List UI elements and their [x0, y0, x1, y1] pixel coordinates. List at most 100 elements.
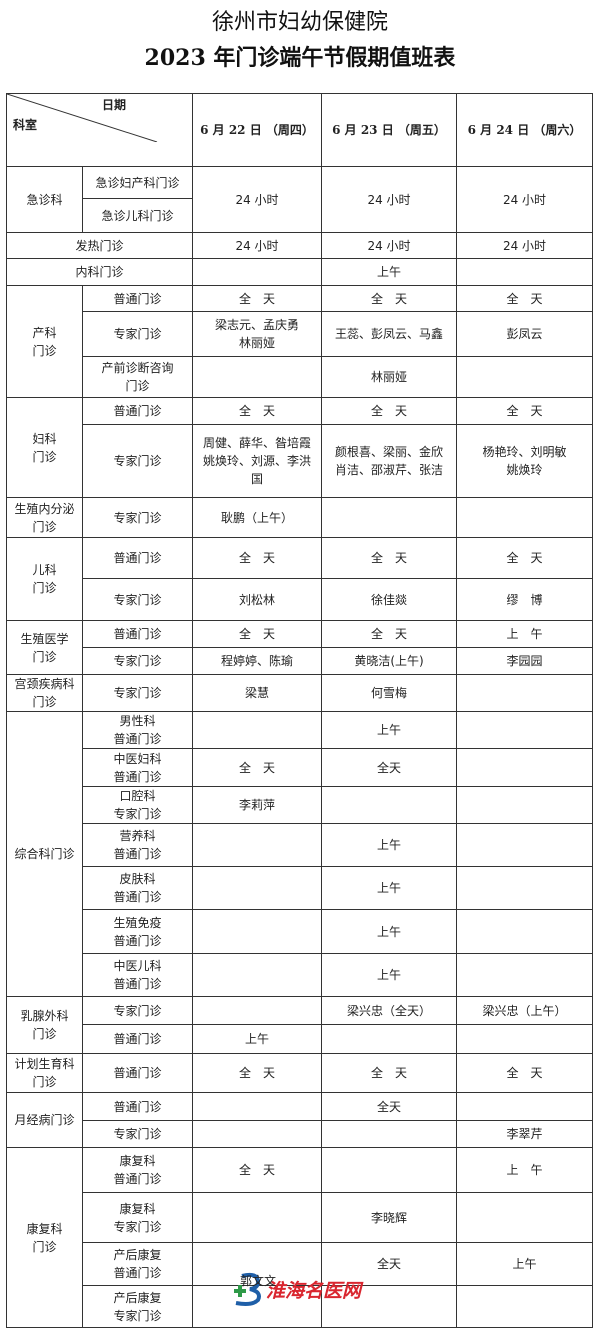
department-cell: 发热门诊 — [6, 232, 193, 259]
schedule-cell: 上午 — [321, 909, 457, 954]
table-row: 急诊科 急诊妇产科门诊 24 小时 24 小时 24 小时 — [6, 166, 593, 233]
schedule-cell — [192, 711, 322, 749]
clinic-type-cell: 专家门诊 — [82, 1120, 193, 1148]
schedule-cell: 彭凤云 — [456, 311, 593, 357]
diagonal-divider — [7, 94, 158, 142]
schedule-cell: 24 小时 — [456, 232, 593, 259]
schedule-cell: 周健、薛华、昝培霞 姚焕玲、刘源、李洪 国 — [192, 424, 322, 498]
schedule-cell — [456, 748, 593, 787]
schedule-cell: 全 天 — [321, 620, 457, 648]
schedule-cell: 王蕊、彭凤云、马鑫 — [321, 311, 457, 357]
schedule-cell: 全 天 — [456, 397, 593, 425]
schedule-cell — [321, 1024, 457, 1054]
schedule-cell: 24 小时 — [192, 232, 322, 259]
schedule-cell — [456, 1192, 593, 1243]
department-cell: 妇科 门诊 — [6, 397, 83, 498]
table-row: 口腔科 专家门诊 李莉萍 — [7, 786, 593, 824]
schedule-cell — [192, 953, 322, 997]
logo-icon — [234, 1272, 261, 1306]
schedule-cell: 上 午 — [456, 1147, 593, 1193]
table-row: 生殖免疫 普通门诊 上午 — [7, 909, 593, 954]
table-row: 专家门诊 梁志元、孟庆勇 林丽娅 王蕊、彭凤云、马鑫 彭凤云 — [7, 311, 593, 357]
clinic-type-cell: 专家门诊 — [82, 996, 193, 1025]
table-row: 专家门诊 周健、薛华、昝培霞 姚焕玲、刘源、李洪 国颜根喜、梁丽、金欣 肖洁、邵淑… — [7, 424, 593, 498]
schedule-cell: 全 天 — [456, 537, 593, 579]
department-cell: 月经病门诊 — [6, 1092, 83, 1148]
table-row: 月经病门诊 普通门诊 全天 — [6, 1092, 593, 1148]
schedule-cell: 上午 — [192, 1024, 322, 1054]
day-header: 6 月 24 日 （周六） — [456, 93, 593, 167]
schedule-cell: 程婷婷、陈瑜 — [192, 647, 322, 675]
schedule-cell: 全 天 — [192, 285, 322, 312]
schedule-cell: 全天 — [321, 1092, 457, 1121]
clinic-type-cell: 专家门诊 — [82, 647, 193, 675]
clinic-type-cell: 皮肤科 普通门诊 — [82, 866, 193, 910]
table-row: 产后康复 普通门诊 全天 上午 — [7, 1242, 593, 1286]
department-cell: 急诊科 — [6, 166, 83, 233]
schedule-cell — [456, 866, 593, 910]
schedule-cell — [456, 711, 593, 749]
table-row: 康复科 专家门诊 李晓辉 — [7, 1192, 593, 1243]
table-row: 中医儿科 普通门诊 上午 — [7, 953, 593, 997]
schedule-cell: 李园园 — [456, 647, 593, 675]
table-row: 生殖医学 门诊 普通门诊全 天全 天上 午 — [6, 620, 593, 675]
schedule-cell: 全 天 — [192, 620, 322, 648]
table-row: 妇科 门诊 普通门诊全 天全 天全 天 — [6, 397, 593, 498]
table-row: 计划生育科 门诊 普通门诊全 天全 天全 天 — [6, 1053, 593, 1093]
schedule-cell: 全 天 — [321, 537, 457, 579]
clinic-type-cell: 专家门诊 — [82, 424, 193, 498]
schedule-cell — [456, 356, 593, 398]
schedule-cell: 上午 — [321, 866, 457, 910]
schedule-cell: 上午 — [321, 711, 457, 749]
schedule-cell: 全 天 — [456, 1053, 593, 1093]
schedule-cell — [192, 996, 322, 1025]
clinic-type-cell: 专家门诊 — [82, 311, 193, 357]
department-cell: 内科门诊 — [6, 258, 193, 286]
clinic-type-cell: 营养科 普通门诊 — [82, 823, 193, 867]
header-row: 日期 科室 6 月 22 日 （周四） 6 月 23 日 （周五） 6 月 24… — [6, 93, 593, 167]
table-row: 宫颈疾病科 门诊 专家门诊 梁慧 何雪梅 — [6, 674, 593, 712]
table-row: 急诊儿科门诊 — [7, 198, 593, 233]
department-cell: 综合科门诊 — [6, 711, 83, 997]
schedule-cell — [321, 786, 457, 824]
doctor-name-under-logo: 郭文文 — [240, 1274, 277, 1288]
schedule-cell — [321, 1147, 457, 1193]
schedule-cell: 上午 — [321, 953, 457, 997]
clinic-type-cell: 普通门诊 — [82, 537, 193, 579]
schedule-cell: 林丽娅 — [321, 356, 457, 398]
department-cell: 生殖医学 门诊 — [6, 620, 83, 675]
watermark-text: 淮海名医网 — [266, 1280, 362, 1302]
schedule-cell — [321, 1120, 457, 1148]
clinic-type-cell: 中医儿科 普通门诊 — [82, 953, 193, 997]
clinic-type-cell: 男性科 普通门诊 — [82, 711, 193, 749]
schedule-cell: 24 小时 — [321, 232, 457, 259]
department-cell: 宫颈疾病科 门诊 — [6, 674, 83, 712]
schedule-cell: 何雪梅 — [321, 674, 457, 712]
clinic-type-cell: 专家门诊 — [82, 674, 193, 712]
schedule-cell: 全 天 — [192, 748, 322, 787]
clinic-type-cell: 产后康复 普通门诊 — [82, 1242, 193, 1286]
schedule-cell: 全 天 — [192, 1147, 322, 1193]
table-row: 康复科 门诊 康复科 普通门诊全 天 上 午 — [6, 1147, 593, 1328]
table-row: 产前诊断咨询 门诊 林丽娅 — [7, 356, 593, 398]
schedule-cell: 缪 博 — [456, 578, 593, 621]
schedule-cell — [192, 909, 322, 954]
schedule-cell: 刘松林 — [192, 578, 322, 621]
table-row: 普通门诊 上午 — [7, 1024, 593, 1054]
schedule-cell: 耿鹏（上午） — [192, 497, 322, 538]
schedule-cell: 上午 — [456, 1242, 593, 1286]
table-row: 生殖内分泌 门诊 专家门诊 耿鹏（上午） — [6, 497, 593, 538]
schedule-cell — [192, 1192, 322, 1243]
schedule-cell: 梁兴忠（上午） — [456, 996, 593, 1025]
schedule-cell — [456, 1092, 593, 1121]
table-row: 专家门诊 程婷婷、陈瑜 黄晓洁(上午) 李园园 — [7, 647, 593, 675]
schedule-cell — [456, 258, 593, 286]
schedule-cell — [456, 909, 593, 954]
schedule-cell: 24 小时 — [192, 166, 322, 233]
schedule-cell: 上午 — [321, 258, 457, 286]
schedule-cell: 全 天 — [321, 1053, 457, 1093]
clinic-type-cell: 急诊妇产科门诊 — [82, 166, 193, 199]
table-row: 乳腺外科 门诊 专家门诊 梁兴忠（全天） 梁兴忠（上午） — [6, 996, 593, 1054]
schedule-cell: 全天 — [321, 1242, 457, 1286]
schedule-cell — [456, 1024, 593, 1054]
